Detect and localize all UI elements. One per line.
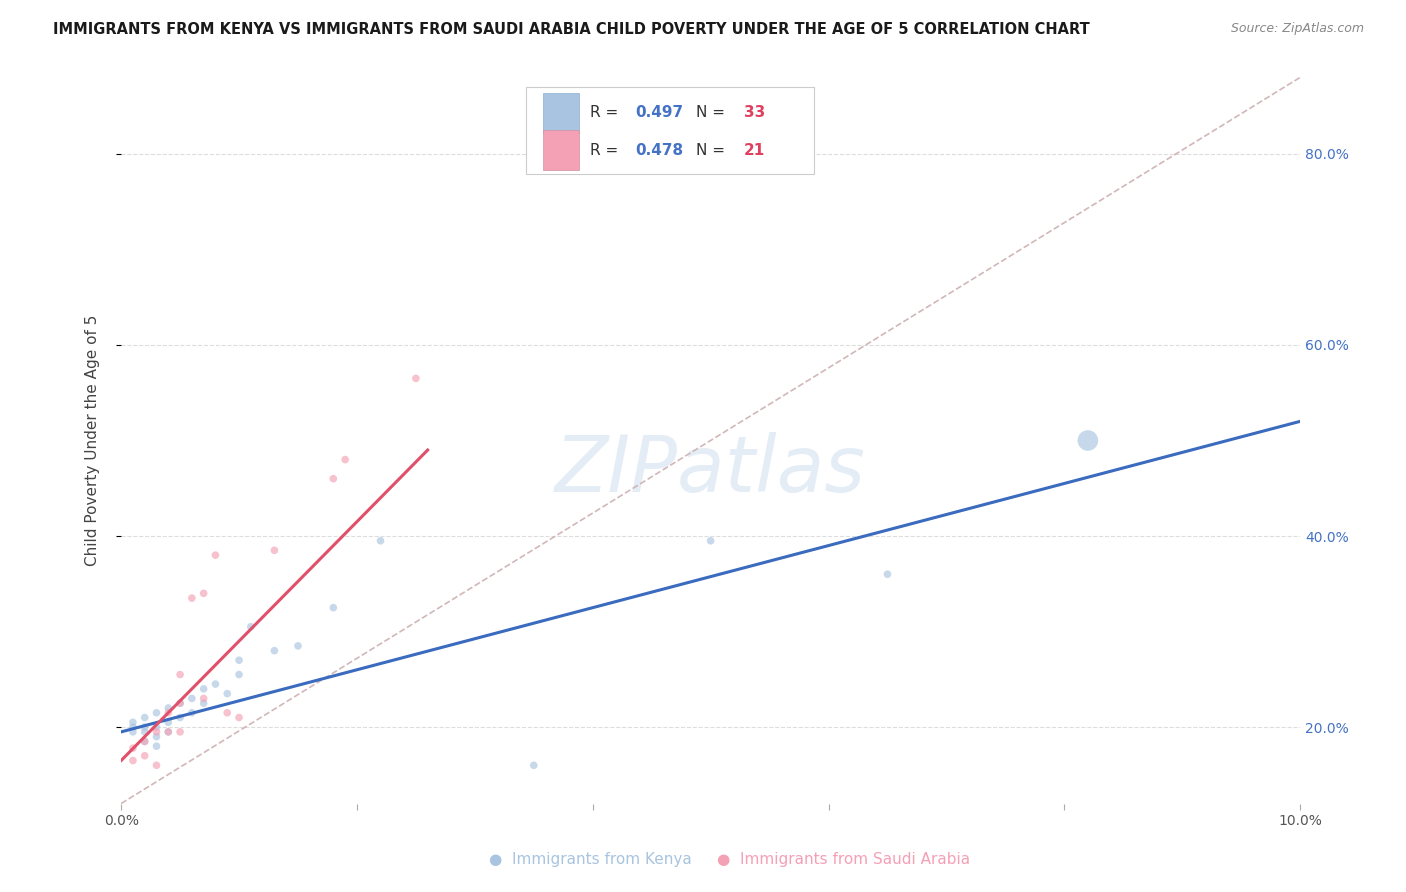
Text: ●  Immigrants from Kenya: ● Immigrants from Kenya xyxy=(489,852,692,867)
Point xyxy=(145,706,167,720)
Point xyxy=(157,724,180,739)
Point xyxy=(193,696,215,710)
Point xyxy=(122,741,145,756)
Point xyxy=(180,591,202,606)
Point xyxy=(217,687,239,701)
Point xyxy=(180,691,202,706)
Point xyxy=(145,758,167,772)
Point xyxy=(239,620,262,634)
Point xyxy=(169,724,191,739)
Point xyxy=(1077,434,1099,448)
Point xyxy=(157,706,180,720)
Point xyxy=(322,600,344,615)
Point xyxy=(157,701,180,715)
Point xyxy=(263,643,285,657)
Point xyxy=(134,724,156,739)
Point xyxy=(228,710,250,724)
Point xyxy=(405,371,427,385)
Point xyxy=(228,653,250,667)
Point xyxy=(193,691,215,706)
Point xyxy=(157,715,180,730)
Text: ZIPatlas: ZIPatlas xyxy=(555,432,866,508)
Point xyxy=(193,681,215,696)
Point xyxy=(169,696,191,710)
Point xyxy=(145,730,167,744)
Text: N =: N = xyxy=(696,105,730,120)
Point xyxy=(145,720,167,734)
Y-axis label: Child Poverty Under the Age of 5: Child Poverty Under the Age of 5 xyxy=(86,315,100,566)
Point xyxy=(169,710,191,724)
Point xyxy=(523,758,546,772)
Point xyxy=(204,548,226,562)
Point xyxy=(122,715,145,730)
Text: 0.497: 0.497 xyxy=(636,105,683,120)
Point xyxy=(228,667,250,681)
Point xyxy=(876,567,898,582)
Point xyxy=(204,677,226,691)
Point xyxy=(193,586,215,600)
Text: ●  Immigrants from Saudi Arabia: ● Immigrants from Saudi Arabia xyxy=(717,852,970,867)
Point xyxy=(134,720,156,734)
Point xyxy=(134,734,156,748)
Point xyxy=(134,748,156,763)
Text: 21: 21 xyxy=(744,143,765,158)
Text: 33: 33 xyxy=(744,105,765,120)
Text: 0.478: 0.478 xyxy=(636,143,683,158)
Point xyxy=(169,696,191,710)
Text: N =: N = xyxy=(696,143,730,158)
Point xyxy=(145,724,167,739)
Text: Source: ZipAtlas.com: Source: ZipAtlas.com xyxy=(1230,22,1364,36)
Bar xyxy=(543,93,578,133)
FancyBboxPatch shape xyxy=(526,87,814,174)
Point xyxy=(157,724,180,739)
Point xyxy=(370,533,392,548)
Point xyxy=(180,706,202,720)
Text: R =: R = xyxy=(591,143,623,158)
Text: IMMIGRANTS FROM KENYA VS IMMIGRANTS FROM SAUDI ARABIA CHILD POVERTY UNDER THE AG: IMMIGRANTS FROM KENYA VS IMMIGRANTS FROM… xyxy=(53,22,1090,37)
Point xyxy=(322,472,344,486)
Point xyxy=(122,754,145,768)
Point xyxy=(134,734,156,748)
Point xyxy=(333,452,356,467)
Point xyxy=(699,533,721,548)
Text: R =: R = xyxy=(591,105,623,120)
Point xyxy=(169,667,191,681)
Point xyxy=(145,739,167,754)
Point xyxy=(287,639,309,653)
Point xyxy=(122,724,145,739)
Bar xyxy=(543,130,578,170)
Point xyxy=(263,543,285,558)
Point xyxy=(217,706,239,720)
Point xyxy=(122,720,145,734)
Point xyxy=(134,710,156,724)
